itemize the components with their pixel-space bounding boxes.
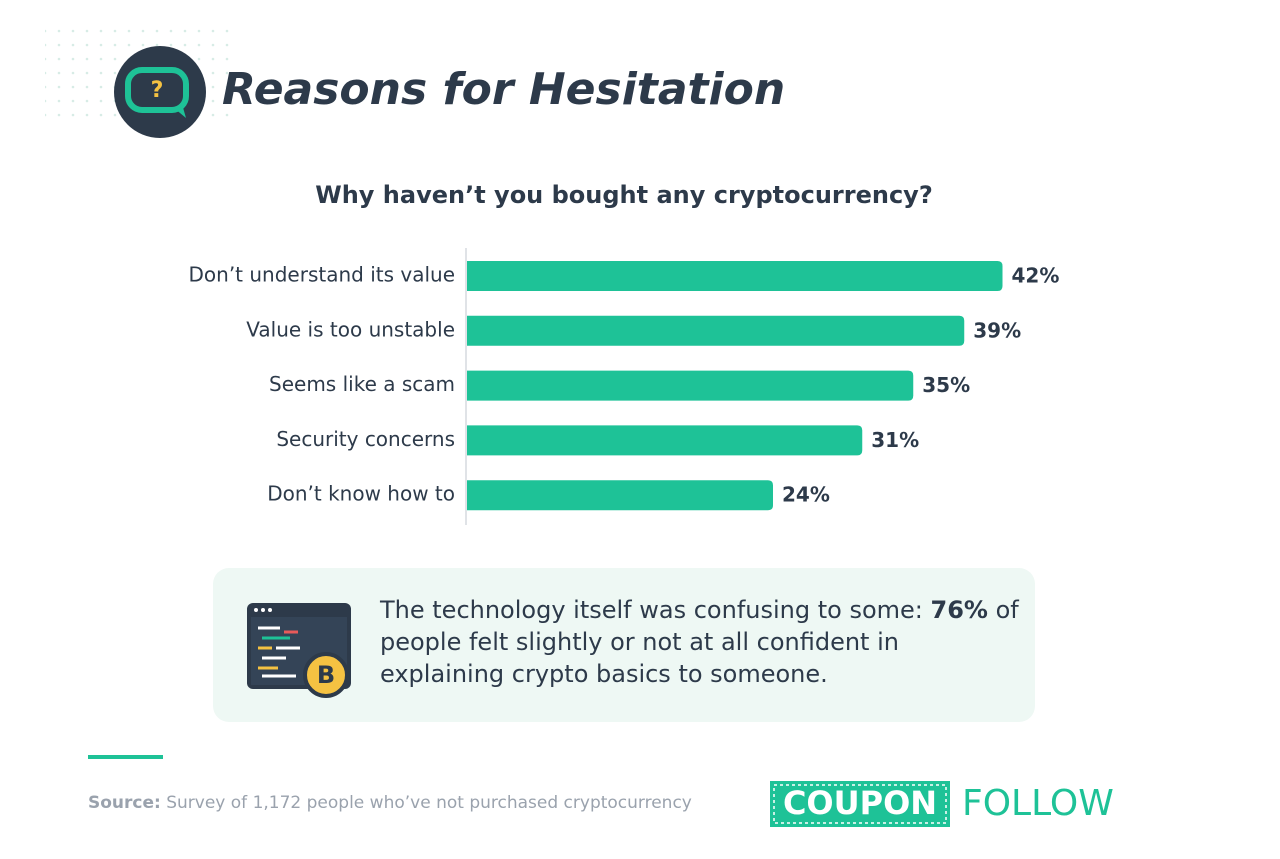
bar: [467, 261, 1003, 291]
code-lines: [258, 626, 300, 678]
value-label: 35%: [922, 373, 970, 397]
bitcoin-icon: [303, 652, 349, 698]
logo-border: [773, 784, 947, 824]
bar: [467, 425, 863, 456]
category-label: Security concerns: [276, 427, 455, 451]
callout-text-after: of people felt slightly or not at all co…: [380, 596, 1019, 688]
category-label: Don’t know how to: [267, 482, 455, 506]
value-label: 39%: [973, 318, 1021, 342]
logo-box: [770, 781, 950, 827]
value-label: 31%: [871, 428, 919, 452]
bitcoin-symbol: B: [317, 661, 335, 689]
category-label: Don’t understand its value: [189, 263, 456, 287]
question-mark: ?: [151, 78, 164, 103]
chart-title: Why haven’t you bought any cryptocurrenc…: [315, 181, 932, 209]
value-label: 42%: [1012, 264, 1060, 288]
callout-highlight: 76%: [930, 596, 988, 624]
header-title: Reasons for Hesitation: [222, 64, 785, 115]
source-label: Source:: [88, 793, 161, 813]
speech-tail: [174, 104, 186, 118]
logo-coupon: COUPON: [783, 784, 937, 822]
bar: [467, 480, 773, 511]
speech-bubble: [125, 67, 189, 113]
category-label: Seems like a scam: [269, 372, 455, 396]
source: Source: Survey of 1,172 people who’ve no…: [88, 793, 692, 813]
browser-dot: [268, 608, 272, 612]
value-label: 24%: [782, 483, 830, 507]
callout-text: The technology itself was confusing to s…: [380, 594, 1020, 690]
logo-follow: FOLLOW: [962, 783, 1114, 824]
browser-dot: [254, 608, 258, 612]
callout-text-before: The technology itself was confusing to s…: [380, 596, 931, 624]
callout-box: [213, 568, 1035, 722]
bar: [467, 370, 914, 401]
browser-dot: [261, 608, 265, 612]
category-label: Value is too unstable: [246, 317, 455, 341]
source-text: Survey of 1,172 people who’ve not purcha…: [166, 793, 692, 813]
bar: [467, 315, 965, 346]
